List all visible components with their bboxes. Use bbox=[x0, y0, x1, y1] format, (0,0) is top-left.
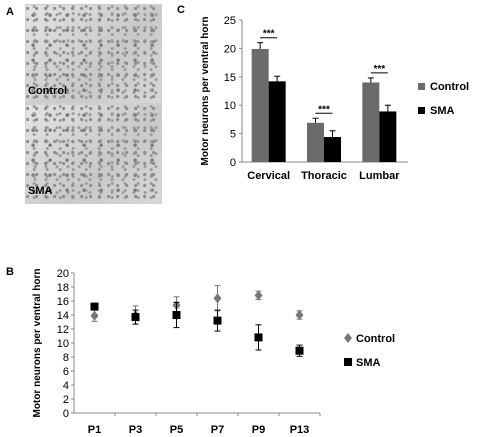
y-tick-label: 12 bbox=[57, 324, 69, 336]
y-tick-label: 20 bbox=[224, 43, 236, 55]
y-tick-label: 10 bbox=[57, 338, 69, 350]
y-tick-label: 10 bbox=[224, 100, 236, 112]
category-label: Lumbar bbox=[359, 170, 400, 182]
data-point bbox=[172, 311, 181, 319]
significance-marker: *** bbox=[263, 29, 275, 40]
legend-label: Control bbox=[356, 333, 395, 345]
y-tick-label: 0 bbox=[63, 408, 69, 420]
category-label: P9 bbox=[252, 424, 265, 436]
bar bbox=[324, 137, 341, 162]
y-tick-label: 14 bbox=[57, 310, 69, 322]
y-axis-title: Motor neurons per ventral horn bbox=[200, 17, 211, 166]
category-label: P5 bbox=[170, 424, 183, 436]
category-label: P7 bbox=[211, 424, 224, 436]
bar bbox=[307, 122, 324, 162]
data-point bbox=[295, 346, 304, 355]
y-tick-label: 5 bbox=[230, 129, 236, 141]
data-point bbox=[254, 333, 263, 342]
legend-label: Control bbox=[430, 81, 469, 93]
category-label: P1 bbox=[88, 424, 101, 436]
y-tick-label: 16 bbox=[57, 296, 69, 308]
data-point bbox=[254, 290, 263, 301]
legend-label: SMA bbox=[430, 105, 455, 117]
control-micrograph: Control bbox=[25, 4, 162, 104]
y-tick-label: 2 bbox=[63, 394, 69, 406]
data-point bbox=[90, 302, 99, 311]
bar bbox=[379, 111, 397, 162]
panel-c-label: C bbox=[177, 4, 185, 16]
legend-swatch bbox=[344, 358, 352, 366]
legend-label: SMA bbox=[356, 357, 381, 369]
y-tick-label: 20 bbox=[57, 268, 69, 280]
bar bbox=[362, 82, 380, 162]
significance-marker: *** bbox=[373, 64, 385, 75]
control-micrograph-label: Control bbox=[28, 85, 68, 97]
sma-micrograph: SMA bbox=[25, 104, 162, 204]
sma-micrograph-label: SMA bbox=[28, 185, 53, 197]
y-tick-label: 25 bbox=[224, 15, 236, 27]
category-label: P13 bbox=[290, 424, 310, 436]
data-point bbox=[90, 310, 99, 321]
data-point bbox=[213, 316, 222, 325]
significance-marker: *** bbox=[318, 104, 330, 115]
y-tick-label: 4 bbox=[63, 380, 69, 392]
y-tick-label: 18 bbox=[57, 282, 69, 294]
category-label: Thoracic bbox=[301, 170, 347, 182]
data-point bbox=[131, 313, 140, 322]
legend-swatch bbox=[418, 83, 425, 90]
bar bbox=[268, 81, 286, 162]
category-label: Cervical bbox=[247, 170, 290, 182]
y-tick-label: 6 bbox=[63, 366, 69, 378]
bar bbox=[251, 48, 269, 162]
category-label: P3 bbox=[129, 424, 142, 436]
y-tick-label: 0 bbox=[230, 157, 236, 169]
legend-swatch bbox=[344, 333, 352, 343]
y-axis-title: Motor neurons per ventral horn bbox=[32, 269, 43, 418]
data-point bbox=[213, 293, 222, 304]
y-tick-label: 15 bbox=[224, 72, 236, 84]
legend-swatch bbox=[418, 107, 425, 114]
data-point bbox=[295, 310, 304, 320]
panel-a-label: A bbox=[6, 6, 14, 18]
y-tick-label: 8 bbox=[63, 352, 69, 364]
panel-b-label: B bbox=[6, 266, 14, 278]
